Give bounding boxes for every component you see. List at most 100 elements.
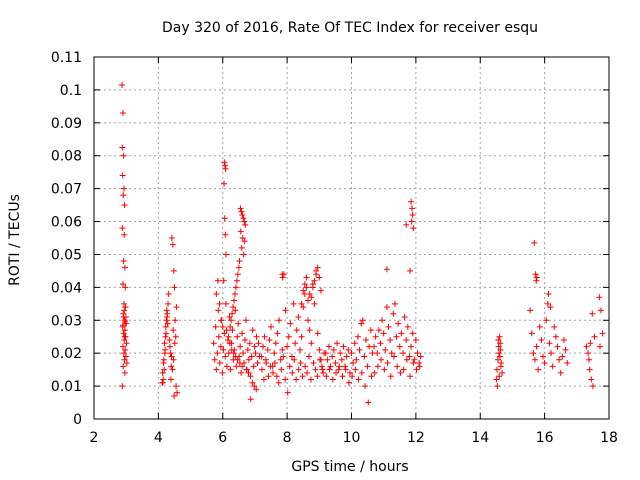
data-point xyxy=(358,369,365,376)
data-point xyxy=(224,337,231,344)
data-point xyxy=(324,356,331,363)
y-tick-labels: 0 0.01 0.02 0.03 0.04 0.05 0.06 0.07 0.08 0.09 0.1… xyxy=(51,50,82,428)
data-point xyxy=(121,264,128,271)
data-point xyxy=(543,317,550,324)
data-point xyxy=(312,366,319,373)
data-point xyxy=(222,353,229,360)
y-tick-label: 0.05 xyxy=(51,247,82,263)
data-point xyxy=(242,221,249,228)
data-point xyxy=(362,337,369,344)
data-point xyxy=(394,363,401,370)
data-point xyxy=(120,350,127,357)
data-point xyxy=(306,290,313,297)
data-point xyxy=(356,346,363,353)
data-point xyxy=(247,396,254,403)
data-point xyxy=(171,340,178,347)
data-point xyxy=(325,343,332,350)
data-point xyxy=(222,251,229,258)
data-point xyxy=(221,330,228,337)
data-point xyxy=(161,366,168,373)
data-point xyxy=(258,353,265,360)
data-point xyxy=(231,290,238,297)
data-point xyxy=(167,350,174,357)
x-tick-label: 2 xyxy=(90,430,99,446)
data-point xyxy=(316,274,323,281)
data-point xyxy=(171,392,178,399)
data-point xyxy=(237,205,244,212)
data-point xyxy=(496,373,503,380)
data-point xyxy=(374,350,381,357)
data-point xyxy=(396,343,403,350)
data-point xyxy=(387,337,394,344)
data-point xyxy=(245,369,252,376)
y-tick-label: 0.07 xyxy=(51,182,82,198)
data-point xyxy=(166,337,173,344)
data-point xyxy=(119,81,126,88)
y-axis-label: ROTI / TECUs xyxy=(7,194,23,286)
data-point xyxy=(319,366,326,373)
data-point xyxy=(297,346,303,353)
data-point xyxy=(591,333,598,340)
data-point xyxy=(272,340,279,347)
data-point xyxy=(160,360,167,367)
data-point xyxy=(403,337,410,344)
data-point xyxy=(382,346,389,353)
data-point xyxy=(401,313,408,320)
data-point xyxy=(359,317,366,324)
data-point xyxy=(496,353,503,360)
scatter-points xyxy=(119,81,606,406)
data-point xyxy=(122,346,129,353)
data-point xyxy=(241,218,248,225)
data-point xyxy=(245,356,252,363)
data-point xyxy=(254,360,261,367)
data-point xyxy=(121,356,128,363)
data-point xyxy=(169,366,176,373)
data-point xyxy=(533,274,540,281)
data-point xyxy=(414,350,421,357)
data-point xyxy=(228,346,235,353)
data-point xyxy=(235,320,242,327)
data-point xyxy=(168,235,175,241)
data-point xyxy=(540,353,547,360)
data-point xyxy=(533,343,540,350)
data-point xyxy=(234,271,241,278)
data-point xyxy=(252,350,259,357)
axis-ticks xyxy=(93,56,610,420)
data-point xyxy=(538,337,545,344)
y-tick-label: 0.02 xyxy=(51,346,82,362)
data-point xyxy=(588,376,595,383)
data-point xyxy=(221,159,228,166)
data-point xyxy=(307,376,314,383)
data-point xyxy=(351,340,358,347)
data-point xyxy=(300,304,307,311)
data-point xyxy=(246,340,253,347)
data-point xyxy=(221,180,228,187)
data-point xyxy=(215,333,222,340)
x-tick-label: 4 xyxy=(154,430,163,446)
data-point xyxy=(262,356,269,363)
data-point xyxy=(408,198,415,205)
data-point xyxy=(495,350,502,357)
data-point xyxy=(119,172,126,179)
data-point xyxy=(277,356,284,363)
data-point xyxy=(298,333,305,340)
data-point xyxy=(400,350,406,357)
data-point xyxy=(559,353,566,360)
data-point xyxy=(232,284,239,291)
data-point xyxy=(163,330,170,337)
data-point xyxy=(545,290,552,297)
data-point xyxy=(531,356,538,363)
data-point xyxy=(239,211,246,218)
data-point xyxy=(122,284,129,291)
data-point xyxy=(164,313,171,320)
data-point xyxy=(377,340,384,347)
data-point xyxy=(211,356,218,363)
data-point xyxy=(361,353,368,360)
data-point xyxy=(306,353,313,360)
data-point xyxy=(222,162,229,169)
data-point xyxy=(266,337,273,344)
data-point xyxy=(371,369,378,376)
data-point xyxy=(384,360,391,367)
data-point xyxy=(265,373,272,380)
